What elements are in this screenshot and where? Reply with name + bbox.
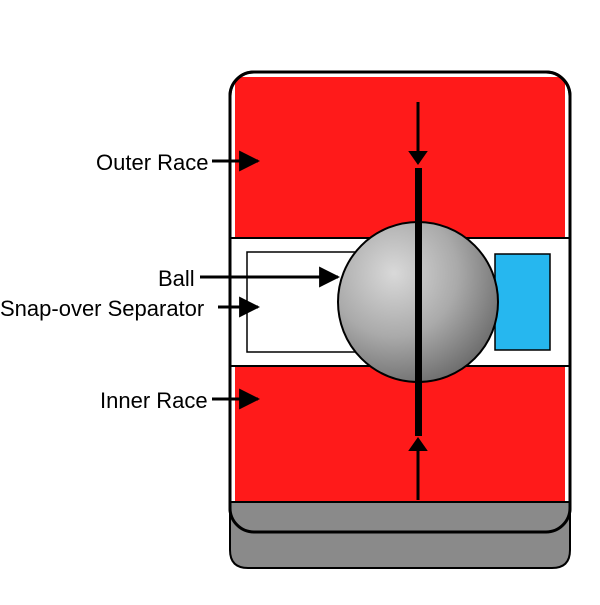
label-ball: Ball xyxy=(158,266,195,292)
label-inner-race: Inner Race xyxy=(100,388,208,414)
label-separator: Snap-over Separator xyxy=(0,296,204,322)
bearing-diagram: Outer Race Ball Snap-over Separator Inne… xyxy=(0,0,600,600)
label-outer-race: Outer Race xyxy=(96,150,209,176)
